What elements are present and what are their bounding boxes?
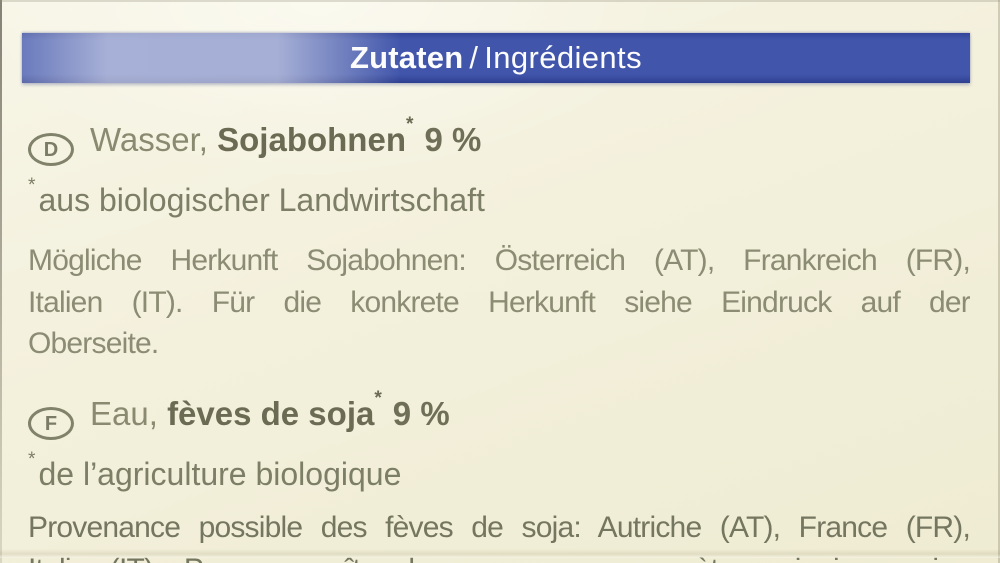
- origin-line-de-1: Mögliche Herkunft Sojabohnen: Österreich…: [28, 244, 970, 278]
- ingredient-line-fr: F Eau, fèves de soja* 9 %: [28, 379, 970, 441]
- banner-title: Zutaten / Ingrédients: [350, 40, 642, 76]
- footnote-star-fr: *: [28, 449, 36, 471]
- french-section: F Eau, fèves de soja* 9 % *de l’agricultur…: [28, 379, 970, 563]
- origin-line-fr-1: Provenance possible des fèves de soja: A…: [28, 511, 970, 545]
- language-mark-d-icon: D: [28, 133, 74, 167]
- ingredient-soy-de: Sojabohnen: [217, 120, 406, 158]
- ingredient-water-de: Wasser,: [90, 120, 208, 158]
- german-section: D Wasser, Sojabohnen* 9 % *aus biologische…: [28, 105, 970, 365]
- origin-paragraph-de: Mögliche Herkunft Sojabohnen: Österreich…: [28, 240, 970, 365]
- photo-edge-top: [0, 0, 1000, 2]
- photo-edge-right: [998, 0, 1000, 563]
- photo-edge-left: [0, 0, 2, 563]
- organic-footnote-fr: *de l’agriculture biologique: [28, 440, 970, 494]
- language-mark-f-letter: F: [44, 412, 58, 435]
- soy-percentage-de: 9 %: [424, 120, 482, 158]
- origin-line-de-2: Italien (IT). Für die konkrete Herkunft …: [28, 285, 970, 319]
- banner-title-french: Ingrédients: [484, 40, 642, 75]
- footnote-text-fr: de l’agriculture biologique: [38, 456, 402, 493]
- organic-star-de: *: [405, 114, 414, 135]
- language-mark-f-icon: F: [28, 407, 74, 441]
- language-mark-d-letter: D: [43, 138, 59, 161]
- organic-star-fr: *: [374, 387, 382, 409]
- footnote-star-de: *: [28, 175, 36, 197]
- ingredient-water-fr: Eau,: [90, 394, 158, 432]
- ingredient-line-de: D Wasser, Sojabohnen* 9 %: [28, 105, 970, 167]
- soy-percentage-fr: 9 %: [392, 394, 450, 432]
- footnote-text-de: aus biologischer Landwirtschaft: [38, 182, 485, 219]
- ingredients-banner: Zutaten / Ingrédients: [22, 33, 970, 83]
- ingredient-soy-fr: fèves de soja: [167, 394, 375, 432]
- organic-footnote-de: *aus biologischer Landwirtschaft: [28, 166, 970, 220]
- photo-edge-shadow: [0, 549, 1000, 558]
- origin-line-de-3: Oberseite.: [28, 327, 159, 361]
- banner-title-german: Zutaten: [350, 40, 464, 75]
- label-body: D Wasser, Sojabohnen* 9 % *aus biologische…: [0, 83, 1000, 563]
- banner-title-separator: /: [469, 40, 479, 75]
